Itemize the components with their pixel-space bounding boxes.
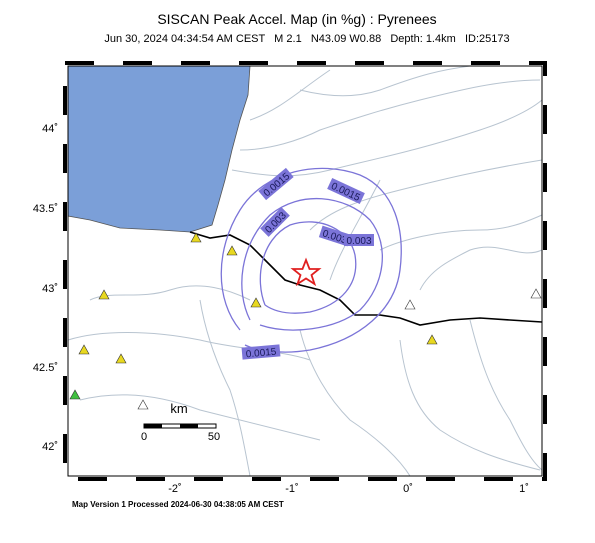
rivers	[67, 65, 543, 477]
map-area: 0.0015 0.0015 0.003 0.003 0.003 0.0015 k…	[63, 61, 547, 481]
lat-label: 42.5˚	[33, 362, 58, 374]
frame-ticks	[63, 61, 547, 481]
lon-label: 0˚	[403, 483, 413, 495]
scale-unit: km	[170, 401, 187, 416]
scale-bar: km 0 50	[141, 401, 220, 443]
lon-label: 1˚	[519, 483, 529, 495]
scale-start: 0	[141, 431, 147, 443]
contour-label: 0.0015	[245, 347, 277, 361]
epicenter	[290, 257, 322, 287]
footer: Map Version 1 Processed 2024-06-30 04:38…	[72, 500, 284, 509]
border	[189, 231, 543, 326]
lat-label: 43.5˚	[33, 203, 58, 215]
lat-labels: 44˚ 43.5˚ 43˚ 42.5˚ 42˚	[33, 123, 58, 453]
title: SISCAN Peak Accel. Map (in %g) : Pyrenee…	[157, 11, 436, 27]
lat-label: 43˚	[42, 283, 58, 295]
ocean	[67, 65, 251, 233]
lat-label: 44˚	[42, 123, 58, 135]
subtitle: Jun 30, 2024 04:34:54 AM CEST M 2.1 N43.…	[104, 33, 509, 45]
lat-label: 42˚	[42, 441, 58, 453]
frame	[67, 65, 543, 477]
lon-label: -2˚	[168, 483, 181, 495]
contours	[220, 167, 402, 353]
stations	[69, 232, 542, 410]
scale-end: 50	[208, 431, 220, 443]
contour-label: 0.003	[346, 236, 371, 247]
lon-label: -1˚	[285, 483, 298, 495]
lon-labels: -2˚ -1˚ 0˚ 1˚	[168, 483, 529, 495]
